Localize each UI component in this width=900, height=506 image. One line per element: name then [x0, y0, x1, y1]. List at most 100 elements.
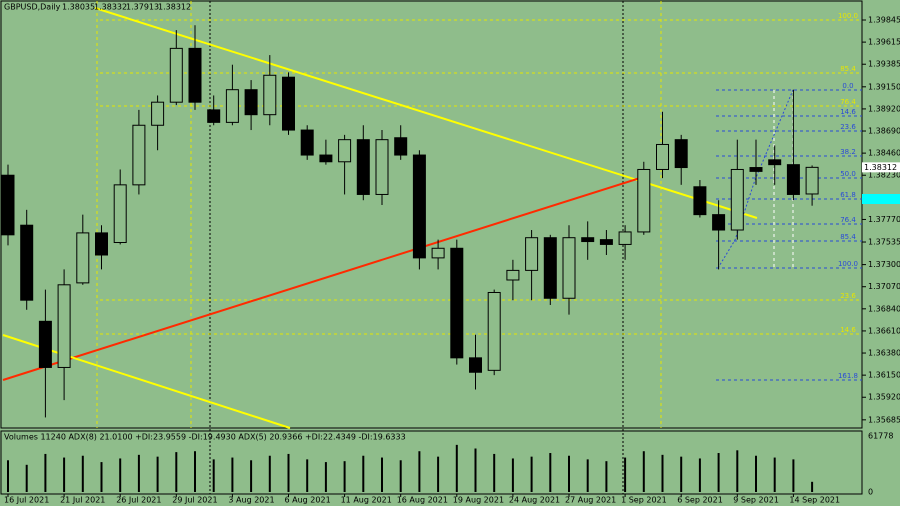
candle-body: [338, 139, 352, 163]
candle-body: [151, 101, 165, 126]
fib-label: 100.0: [838, 12, 858, 20]
volume-pane: [0, 430, 863, 495]
candle-body: [207, 109, 221, 123]
price-marker: [862, 162, 900, 173]
volumes: [7, 444, 814, 492]
candle-body: [693, 186, 707, 216]
candle-body: [1, 174, 15, 236]
y-tick-label: 1.36380: [868, 349, 900, 358]
candle-body: [282, 76, 295, 131]
y-tick-label: 1.38460: [868, 149, 900, 158]
y-tick-label: 1.35920: [868, 393, 900, 402]
y-tick-label: 1.36610: [868, 326, 900, 335]
candle-body: [805, 166, 819, 195]
fib-label: 14.6: [840, 108, 856, 116]
candle-body: [76, 232, 90, 284]
fib-anchor: [717, 89, 794, 269]
fib-label: 0.0: [842, 82, 853, 90]
y-tick-label: 1.39150: [868, 82, 900, 91]
price-pane: [0, 0, 863, 429]
chart-title: GBPUSD,Daily: [4, 3, 61, 12]
candle-body: [38, 320, 52, 368]
x-tick-label: 6 Aug 2021: [285, 496, 331, 505]
x-tick-label: 24 Aug 2021: [509, 496, 560, 505]
y-tick-label: 1.35685: [868, 415, 900, 424]
candle-body: [656, 143, 669, 170]
fib-label: 38.2: [840, 148, 856, 156]
y-tick-label: 1.39385: [868, 60, 900, 69]
candle-body: [581, 237, 595, 243]
volume-tick-label: 0: [868, 488, 873, 497]
indicator-title: Volumes 11240 ADX(8) 21.0100 +DI:23.9559…: [4, 433, 406, 442]
fib-label: 85.4: [840, 233, 856, 241]
fib-label: 76.4: [840, 98, 856, 106]
candle-body: [450, 247, 464, 359]
header-open: 1.38035: [62, 3, 95, 12]
candle-body: [525, 237, 539, 271]
candle-body: [20, 224, 34, 301]
price-label: 1.38312: [864, 163, 897, 172]
fib-label: 76.4: [840, 216, 856, 224]
fib-label: 100.0: [838, 260, 858, 268]
y-tick-label: 1.39615: [868, 38, 900, 47]
y-tick-label: 1.38920: [868, 104, 900, 113]
fib-label: 161.8: [838, 372, 858, 380]
y-tick-label: 1.37070: [868, 282, 900, 291]
x-tick-label: 27 Aug 2021: [565, 496, 616, 505]
x-tick-label: 14 Sep 2021: [789, 496, 840, 505]
header-high: 1.38332: [94, 3, 127, 12]
candle-body: [749, 167, 763, 172]
candle-body: [431, 247, 445, 259]
header-close: 1.38312: [158, 3, 191, 12]
candle-body: [95, 232, 108, 256]
candle-body: [637, 168, 651, 233]
x-tick-label: 19 Aug 2021: [453, 496, 504, 505]
candle-body: [188, 47, 202, 103]
candle-body: [786, 164, 800, 195]
candle-body: [225, 89, 239, 123]
x-tick-label: 9 Sep 2021: [733, 496, 779, 505]
candle-body: [412, 154, 426, 259]
candle-body: [169, 47, 183, 103]
x-tick-label: 16 Jul 2021: [4, 496, 49, 505]
y-tick-label: 1.37770: [868, 215, 900, 224]
volume-tick-label: 61778: [868, 432, 893, 441]
x-tick-label: 21 Jul 2021: [60, 496, 105, 505]
candle-body: [543, 237, 557, 299]
candle-body: [730, 168, 744, 231]
candle-body: [356, 139, 370, 195]
candle-body: [618, 231, 632, 245]
candle-body: [394, 137, 408, 156]
y-tick-label: 1.38690: [868, 127, 900, 136]
y-tick-label: 1.37300: [868, 260, 900, 269]
x-tick-label: 11 Aug 2021: [341, 496, 392, 505]
y-tick-label: 1.39845: [868, 16, 900, 25]
x-tick-label: 16 Aug 2021: [397, 496, 448, 505]
x-tick-label: 29 Jul 2021: [172, 496, 217, 505]
candle-body: [562, 237, 576, 299]
x-tick-label: 6 Sep 2021: [677, 496, 723, 505]
candle-body: [375, 139, 389, 195]
candle-body: [674, 139, 688, 169]
y-tick-label: 1.36840: [868, 304, 900, 313]
x-tick-label: 1 Sep 2021: [621, 496, 667, 505]
header-low: 1.37913: [126, 3, 159, 12]
x-tick-label: 3 Aug 2021: [228, 496, 274, 505]
fib-label: 14.6: [840, 326, 856, 334]
fib-label: 85.4: [840, 65, 856, 73]
candle-body: [599, 239, 613, 245]
bid-marker: [862, 194, 900, 204]
candle-body: [319, 154, 333, 163]
candle-body: [113, 184, 127, 244]
candle-body: [712, 214, 726, 231]
x-tick-label: 26 Jul 2021: [116, 496, 161, 505]
candle-body: [263, 74, 277, 116]
trend-line: [2, 177, 641, 381]
fib-label: 61.8: [840, 191, 856, 199]
candle-body: [506, 269, 520, 281]
candle-body: [768, 159, 782, 166]
candle-body: [469, 357, 482, 373]
y-tick-label: 1.37535: [868, 238, 900, 247]
